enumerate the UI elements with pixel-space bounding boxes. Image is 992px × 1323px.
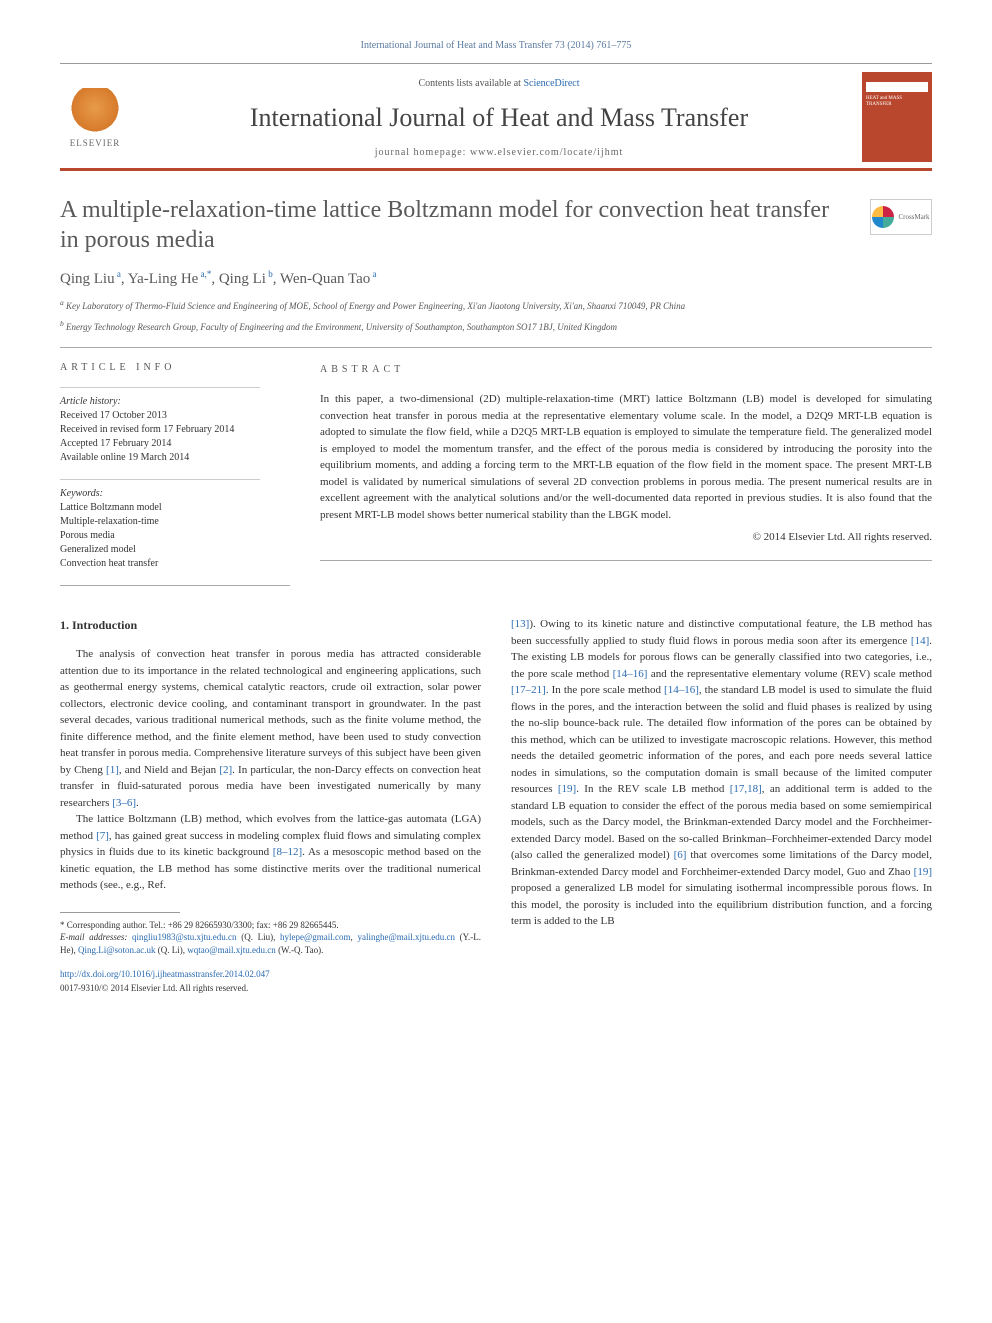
body-text: proposed a generalized LB model for simu… (511, 882, 932, 927)
journal-cover-thumbnail[interactable]: HEAT and MASS TRANSFER (862, 72, 932, 162)
divider (60, 347, 932, 348)
citation-link[interactable]: [2] (219, 764, 232, 776)
email-link[interactable]: yalinghe@mail.xjtu.edu.cn (357, 932, 455, 942)
citation-link[interactable]: [17–21] (511, 684, 546, 696)
affiliation-b: b Energy Technology Research Group, Facu… (60, 319, 932, 334)
citation-link[interactable]: [7] (96, 830, 109, 842)
cover-text: HEAT and MASS TRANSFER (866, 96, 928, 108)
affiliation-a-text: Key Laboratory of Thermo-Fluid Science a… (66, 301, 685, 311)
citation-link[interactable]: [6] (674, 849, 687, 861)
sciencedirect-link[interactable]: ScienceDirect (523, 78, 579, 89)
keyword-line: Porous media (60, 529, 290, 543)
paragraph: [13]). Owing to its kinetic nature and d… (511, 616, 932, 930)
citation-link[interactable]: [14–16] (664, 684, 699, 696)
citation-link[interactable]: [14] (911, 635, 929, 647)
issn-copyright: 0017-9310/© 2014 Elsevier Ltd. All right… (60, 982, 481, 996)
elsevier-tree-icon (70, 88, 120, 138)
contents-line: Contents lists available at ScienceDirec… (146, 78, 852, 89)
crossmark-label: CrossMark (898, 213, 929, 221)
article-info-panel: ARTICLE INFO Article history: Received 1… (60, 362, 290, 585)
section-title: Introduction (72, 618, 137, 632)
history-line: Accepted 17 February 2014 (60, 437, 290, 451)
citation-link[interactable]: [3–6] (112, 797, 136, 809)
history-label: Article history: (60, 396, 290, 407)
journal-name: International Journal of Heat and Mass T… (146, 103, 852, 133)
citation-link[interactable]: [8–12] (273, 846, 302, 858)
abstract-text: In this paper, a two-dimensional (2D) mu… (320, 391, 932, 523)
email-link[interactable]: wqtao@mail.xjtu.edu.cn (187, 945, 276, 955)
history-line: Received in revised form 17 February 201… (60, 423, 290, 437)
homepage-line: journal homepage: www.elsevier.com/locat… (146, 147, 852, 158)
history-line: Received 17 October 2013 (60, 409, 290, 423)
crossmark-badge[interactable]: CrossMark (870, 199, 932, 235)
elsevier-text: ELSEVIER (70, 138, 121, 148)
citation-link[interactable]: [19] (914, 866, 932, 878)
body-text: . In the pore scale method (546, 684, 664, 696)
email-label: E-mail addresses: (60, 932, 132, 942)
email-footnote: E-mail addresses: qingliu1983@stu.xjtu.e… (60, 931, 481, 956)
footnote-separator (60, 912, 180, 913)
abstract-copyright: © 2014 Elsevier Ltd. All rights reserved… (320, 529, 932, 546)
body-text: . (136, 797, 139, 809)
abstract-heading: ABSTRACT (320, 362, 932, 377)
divider (60, 585, 290, 586)
corresponding-author-note: * Corresponding author. Tel.: +86 29 826… (60, 919, 481, 932)
keyword-line: Multiple-relaxation-time (60, 515, 290, 529)
article-info-heading: ARTICLE INFO (60, 362, 290, 373)
thin-rule (60, 479, 260, 480)
affiliation-a: a Key Laboratory of Thermo-Fluid Science… (60, 298, 932, 313)
article-title: A multiple-relaxation-time lattice Boltz… (60, 195, 932, 255)
body-text: The analysis of convection heat transfer… (60, 648, 481, 776)
body-text: and the representative elementary volume… (647, 668, 932, 680)
keyword-line: Convection heat transfer (60, 557, 290, 571)
keywords-label: Keywords: (60, 488, 290, 499)
abstract-panel: ABSTRACT In this paper, a two-dimensiona… (320, 362, 932, 585)
journal-reference: International Journal of Heat and Mass T… (60, 40, 932, 51)
citation-link[interactable]: [19] (558, 783, 576, 795)
citation-link[interactable]: [13] (511, 618, 529, 630)
authors-line: Qing Liu a, Ya-Ling He a,*, Qing Li b, W… (60, 269, 932, 288)
contents-prefix: Contents lists available at (418, 78, 523, 89)
keyword-line: Lattice Boltzmann model (60, 501, 290, 515)
body-text: . In the REV scale LB method (576, 783, 730, 795)
divider (320, 560, 932, 561)
body-column-right: [13]). Owing to its kinetic nature and d… (511, 616, 932, 995)
thin-rule (60, 387, 260, 388)
elsevier-logo[interactable]: ELSEVIER (60, 72, 130, 152)
crossmark-icon (872, 206, 894, 228)
doi-link[interactable]: http://dx.doi.org/10.1016/j.ijheatmasstr… (60, 968, 481, 982)
affiliation-b-text: Energy Technology Research Group, Facult… (66, 322, 617, 332)
homepage-prefix: journal homepage: (375, 147, 470, 158)
section-heading: 1. Introduction (60, 616, 481, 634)
body-text: , the standard LB model is used to simul… (511, 684, 932, 795)
keyword-line: Generalized model (60, 543, 290, 557)
citation-link[interactable]: [1] (106, 764, 119, 776)
homepage-url[interactable]: www.elsevier.com/locate/ijhmt (470, 147, 623, 158)
paragraph: The lattice Boltzmann (LB) method, which… (60, 811, 481, 894)
history-line: Available online 19 March 2014 (60, 451, 290, 465)
body-text: ). Owing to its kinetic nature and disti… (511, 618, 932, 647)
citation-link[interactable]: [17,18] (730, 783, 762, 795)
body-column-left: 1. Introduction The analysis of convecti… (60, 616, 481, 995)
email-link[interactable]: hylepe@gmail.com (280, 932, 351, 942)
email-link[interactable]: Qing.Li@soton.ac.uk (78, 945, 156, 955)
email-link[interactable]: qingliu1983@stu.xjtu.edu.cn (132, 932, 237, 942)
paragraph: The analysis of convection heat transfer… (60, 646, 481, 811)
section-number: 1. (60, 618, 69, 632)
citation-link[interactable]: [14–16] (613, 668, 648, 680)
body-text: , and Nield and Bejan (119, 764, 219, 776)
journal-header: ELSEVIER Contents lists available at Sci… (60, 63, 932, 171)
